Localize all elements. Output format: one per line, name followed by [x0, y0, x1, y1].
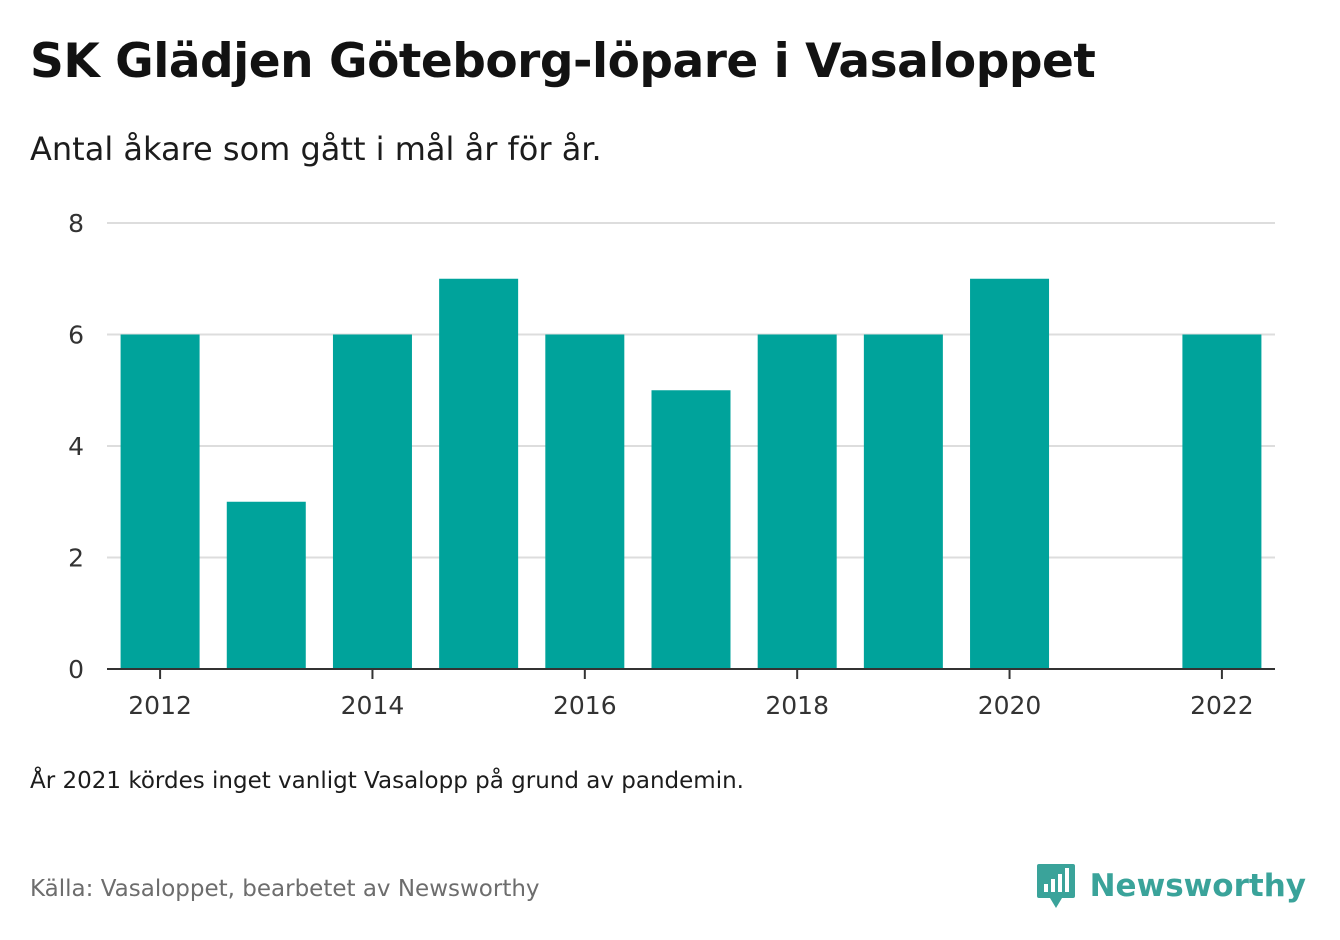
bar-2014 — [332, 334, 412, 669]
chart-subtitle: Antal åkare som gått i mål år för år. — [30, 130, 602, 168]
x-tick-label-2014: 2014 — [341, 691, 405, 720]
brand-logo: Newsworthy — [1036, 862, 1306, 910]
source-text: Källa: Vasaloppet, bearbetet av Newswort… — [30, 876, 540, 902]
x-tick-label-2016: 2016 — [553, 691, 617, 720]
bar-2015 — [439, 278, 519, 669]
y-tick-label-2: 2 — [68, 544, 84, 573]
brand-name: Newsworthy — [1089, 868, 1306, 904]
y-tick-label-4: 4 — [68, 432, 84, 461]
x-tick-label-2018: 2018 — [765, 691, 829, 720]
y-tick-label-8: 8 — [68, 209, 84, 238]
newsworthy-logo-icon — [1036, 864, 1075, 908]
x-tick-label-2020: 2020 — [978, 691, 1042, 720]
x-tick-label-2012: 2012 — [128, 691, 192, 720]
bar-2016 — [545, 334, 625, 669]
chart-note: År 2021 kördes inget vanligt Vasalopp på… — [30, 768, 744, 794]
bar-2012 — [120, 334, 200, 669]
y-axis-ticks: 0 2 4 6 8 — [68, 209, 84, 684]
bars — [120, 278, 1262, 669]
bar-2018 — [757, 334, 837, 669]
y-tick-label-6: 6 — [68, 321, 84, 350]
bar-2013 — [226, 501, 306, 669]
bar-2020 — [970, 278, 1050, 669]
bar-chart: 0 2 4 6 8 2012 2014 2016 2018 2020 2022 — [68, 209, 1275, 720]
y-tick-label-0: 0 — [68, 655, 84, 684]
x-axis-ticks: 2012 2014 2016 2018 2020 2022 — [128, 669, 1254, 720]
bar-2019 — [863, 334, 943, 669]
bar-2017 — [651, 390, 731, 669]
chart-title: SK Glädjen Göteborg-löpare i Vasaloppet — [30, 34, 1096, 89]
x-tick-label-2022: 2022 — [1190, 691, 1254, 720]
bar-2022 — [1182, 334, 1262, 669]
